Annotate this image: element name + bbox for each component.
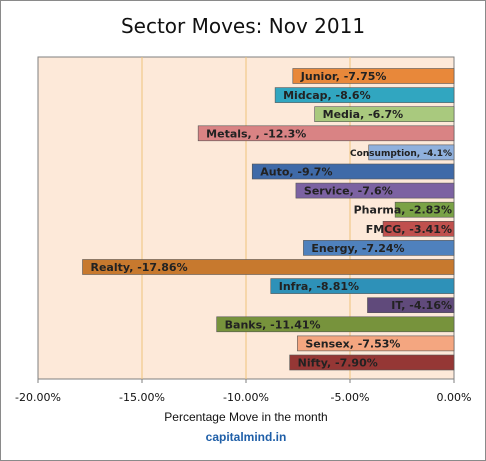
bar-data-label: Banks, -11.41% <box>225 318 321 331</box>
x-tick-label: -15.00% <box>119 391 165 404</box>
bar-data-label: Pharma, -2.83% <box>354 204 452 217</box>
bar-data-label: Junior, -7.75% <box>300 70 387 83</box>
bar-data-label: Metals, , -12.3% <box>206 127 306 140</box>
x-tick-label: 0.00% <box>437 391 472 404</box>
x-tick-label: -20.00% <box>15 391 61 404</box>
bar-labels-group: Junior, -7.75% Midcap, -8.6% Media, -6.7% M… <box>91 70 452 370</box>
chart-title: Sector Moves: Nov 2011 <box>120 14 366 38</box>
bar <box>303 240 455 256</box>
x-axis-label: Percentage Move in the month <box>164 410 328 424</box>
bar-data-label: Media, -6.7% <box>323 108 404 121</box>
bar-data-label: Realty, -17.86% <box>91 261 188 274</box>
bar-data-label: IT, -4.16% <box>391 299 452 312</box>
bars-group <box>82 68 455 371</box>
bar <box>289 354 455 371</box>
bar-data-label: Auto, -9.7% <box>260 166 332 179</box>
bar-data-label: Energy, -7.24% <box>311 242 404 255</box>
bar <box>368 144 455 161</box>
bar-data-label: Midcap, -8.6% <box>283 89 371 102</box>
bar-data-label: Service, -7.6% <box>304 185 393 198</box>
x-tick-label: -5.00% <box>331 391 370 404</box>
bar <box>394 201 455 218</box>
bar <box>197 125 455 142</box>
bar-data-label: Sensex, -7.53% <box>305 337 400 350</box>
bar <box>274 87 455 103</box>
x-tick-label: -10.00% <box>223 391 269 404</box>
bar-data-label: Consumption, -4.1% <box>350 149 452 159</box>
bar-data-label: Infra, -8.81% <box>279 280 359 293</box>
bar <box>297 335 455 352</box>
bar <box>367 297 455 314</box>
bar <box>295 182 455 199</box>
bar-data-label: Nifty, -7.90% <box>298 357 378 370</box>
bar <box>270 278 455 294</box>
bar-data-label: FMCG, -3.41% <box>366 223 452 236</box>
bar <box>216 316 455 333</box>
bar <box>251 163 455 180</box>
bar <box>82 259 455 275</box>
bar <box>292 68 455 84</box>
bar <box>382 221 455 237</box>
bar <box>314 106 455 122</box>
source-label: capitalmind.in <box>205 430 287 444</box>
x-tick-labels: -20.00% -15.00% -10.00% -5.00% 0.00% <box>15 379 471 404</box>
